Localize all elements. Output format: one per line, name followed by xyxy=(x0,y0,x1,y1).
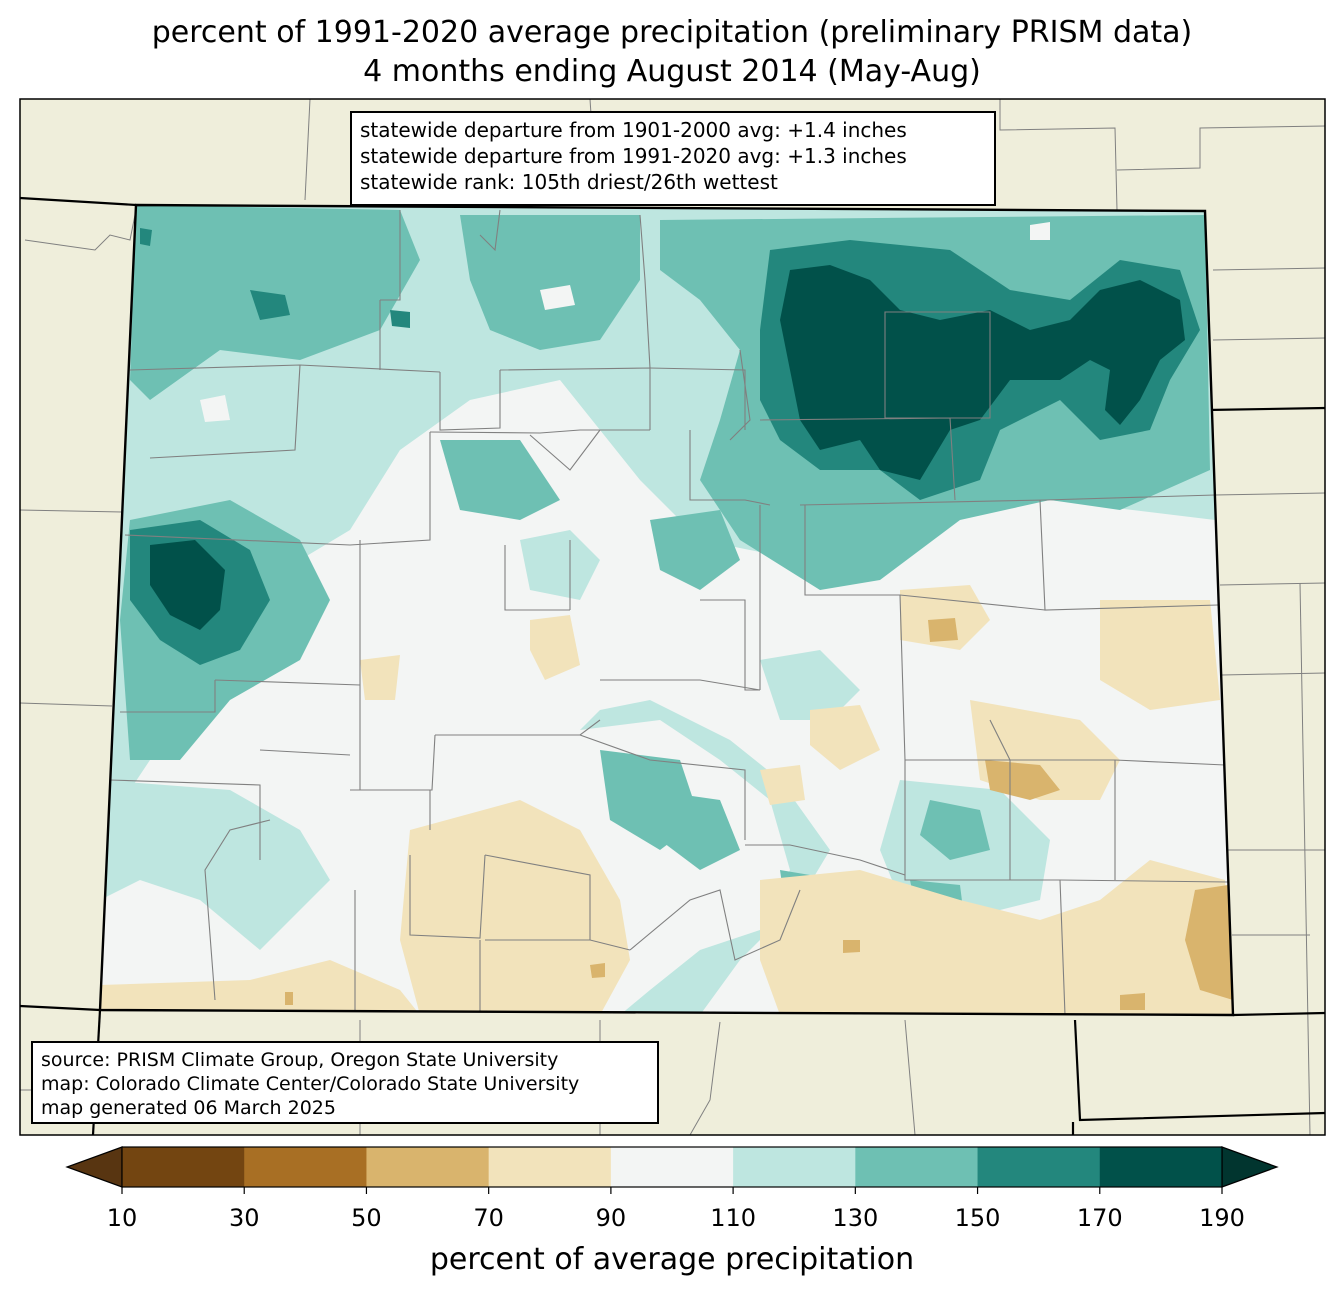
colorbar-over-arrow xyxy=(1221,1146,1279,1188)
colorbar-tick-label: 70 xyxy=(473,1204,504,1232)
colorbar-tick-label: 150 xyxy=(954,1204,1001,1232)
colorbar-tick-label: 50 xyxy=(351,1204,382,1232)
map-subtitle: 4 months ending August 2014 (May-Aug) xyxy=(363,54,981,89)
colorbar-tick-label: 130 xyxy=(832,1204,879,1232)
colorbar-segment xyxy=(1099,1147,1223,1187)
colorbar xyxy=(65,1146,1279,1194)
source-line-generated: map generated 06 March 2025 xyxy=(41,1097,336,1119)
colorbar-tick-label: 90 xyxy=(595,1204,627,1232)
colorbar-segment xyxy=(244,1147,367,1187)
colorbar-tick-label: 30 xyxy=(228,1204,260,1232)
precipitation-field xyxy=(100,205,1233,1015)
colorado-border xyxy=(98,203,1235,1017)
colorbar-segment xyxy=(855,1147,979,1187)
stats-line-rank: statewide rank: 105th driest/26th wettes… xyxy=(360,170,778,194)
source-line-prism: source: PRISM Climate Group, Oregon Stat… xyxy=(41,1049,559,1071)
colorbar-tick-label: 110 xyxy=(710,1204,757,1232)
colorbar-tick-label: 170 xyxy=(1076,1204,1123,1232)
colorbar-segment xyxy=(366,1147,490,1187)
colorbar-tick-label: 190 xyxy=(1199,1204,1245,1232)
colorbar-outline xyxy=(121,1146,1223,1188)
colorbar-label: percent of average precipitation xyxy=(429,1242,915,1277)
colorbar-segment xyxy=(733,1147,856,1187)
map-title: percent of 1991-2020 average precipitati… xyxy=(151,15,1193,50)
source-box: source: PRISM Climate Group, Oregon Stat… xyxy=(31,1041,659,1124)
map-frame xyxy=(19,98,1326,1136)
colorbar-segment xyxy=(488,1147,612,1187)
stats-line-1901: statewide departure from 1901-2000 avg: … xyxy=(360,118,907,142)
statewide-stats-box: statewide departure from 1901-2000 avg: … xyxy=(350,111,996,206)
colorbar-segment xyxy=(610,1147,734,1187)
stats-line-1991: statewide departure from 1991-2020 avg: … xyxy=(360,144,907,168)
colorbar-tick-label: 10 xyxy=(106,1204,138,1232)
colorbar-segment xyxy=(122,1147,245,1187)
source-line-map: map: Colorado Climate Center/Colorado St… xyxy=(41,1073,580,1095)
colorbar-segment xyxy=(977,1147,1101,1187)
colorbar-under-arrow xyxy=(65,1146,123,1188)
